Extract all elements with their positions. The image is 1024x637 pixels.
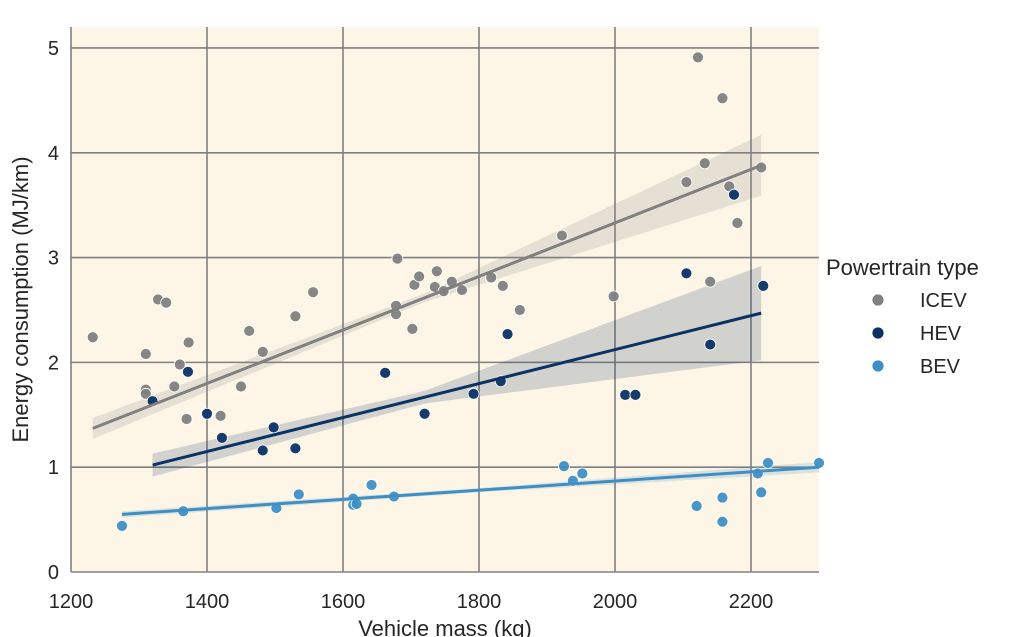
- data-point: [139, 348, 152, 360]
- data-point: [139, 387, 152, 400]
- y-axis-ticks: 0 1 2 3 4 5: [48, 38, 59, 584]
- data-point: [704, 275, 717, 288]
- data-point: [173, 358, 186, 371]
- legend: Powertrain type ICEV HEV BEV: [826, 255, 979, 378]
- legend-label: ICEV: [920, 290, 967, 312]
- x-tick-label: 1400: [185, 591, 230, 613]
- data-point: [365, 479, 378, 491]
- data-point: [716, 491, 729, 504]
- legend-marker: [871, 326, 885, 340]
- data-point: [556, 229, 568, 242]
- x-axis-label: Vehicle mass (kg): [358, 616, 532, 637]
- data-point: [690, 500, 703, 512]
- y-tick-label: 3: [48, 248, 59, 270]
- confidence-band: [152, 266, 762, 477]
- x-tick-label: 2200: [729, 591, 774, 613]
- data-point: [757, 279, 770, 292]
- data-point: [629, 388, 642, 401]
- x-tick-label: 1800: [457, 591, 502, 613]
- legend-title: Powertrain type: [826, 255, 979, 280]
- data-point: [716, 515, 729, 528]
- data-point: [86, 331, 99, 344]
- data-point: [214, 409, 227, 422]
- data-point: [731, 217, 744, 229]
- data-point: [289, 310, 302, 323]
- data-point: [704, 338, 717, 351]
- data-point: [160, 296, 173, 309]
- data-point: [680, 267, 693, 280]
- y-axis-label: Energy consumption (MJ/km): [8, 156, 33, 442]
- data-point: [379, 366, 392, 379]
- data-point: [168, 380, 181, 393]
- data-point: [235, 380, 247, 393]
- data-point: [116, 519, 128, 532]
- data-point: [307, 286, 319, 299]
- x-tick-label: 1600: [321, 591, 366, 613]
- regression-line: [92, 163, 762, 430]
- data-point: [698, 157, 711, 170]
- data-point: [413, 270, 426, 283]
- data-point: [762, 457, 774, 469]
- data-point: [182, 365, 194, 378]
- data-point: [513, 304, 526, 316]
- x-tick-label: 2000: [593, 591, 638, 613]
- x-axis-ticks: 1200 1400 1600 1800 2000 2200: [49, 591, 774, 613]
- data-point: [692, 51, 704, 64]
- data-point: [558, 460, 570, 473]
- regression-line: [121, 465, 820, 516]
- data-point: [680, 176, 693, 189]
- data-point: [406, 322, 419, 335]
- y-tick-label: 4: [48, 143, 59, 165]
- data-point: [728, 188, 740, 201]
- data-point: [256, 346, 269, 358]
- legend-marker: [871, 359, 885, 373]
- data-point: [467, 387, 480, 400]
- x-tick-label: 1200: [49, 591, 94, 613]
- data-point: [182, 336, 195, 349]
- data-point: [256, 444, 269, 457]
- data-point: [289, 442, 302, 455]
- data-point: [430, 265, 443, 278]
- data-point: [619, 388, 632, 401]
- data-point: [267, 421, 280, 434]
- grid: [70, 27, 819, 573]
- legend-label: BEV: [920, 356, 961, 378]
- data-point: [243, 325, 256, 337]
- legend-label: HEV: [920, 323, 962, 345]
- data-point: [496, 279, 509, 292]
- y-tick-label: 1: [48, 457, 59, 479]
- data-point: [755, 486, 768, 499]
- data-point: [501, 328, 514, 340]
- data-point: [292, 488, 305, 501]
- plot-background: [71, 27, 819, 572]
- data-point: [216, 431, 228, 444]
- y-tick-label: 5: [48, 38, 59, 60]
- data-point: [391, 252, 404, 265]
- data-point: [418, 407, 431, 420]
- data-point: [576, 467, 589, 480]
- regression-line: [152, 311, 762, 467]
- data-point: [716, 92, 729, 105]
- data-point: [180, 413, 193, 425]
- y-tick-label: 0: [48, 562, 59, 584]
- data-point: [607, 290, 620, 303]
- data-points: [86, 51, 825, 532]
- legend-marker: [871, 293, 885, 307]
- regression-lines: [92, 163, 820, 516]
- y-tick-label: 2: [48, 352, 59, 374]
- data-point: [201, 407, 213, 420]
